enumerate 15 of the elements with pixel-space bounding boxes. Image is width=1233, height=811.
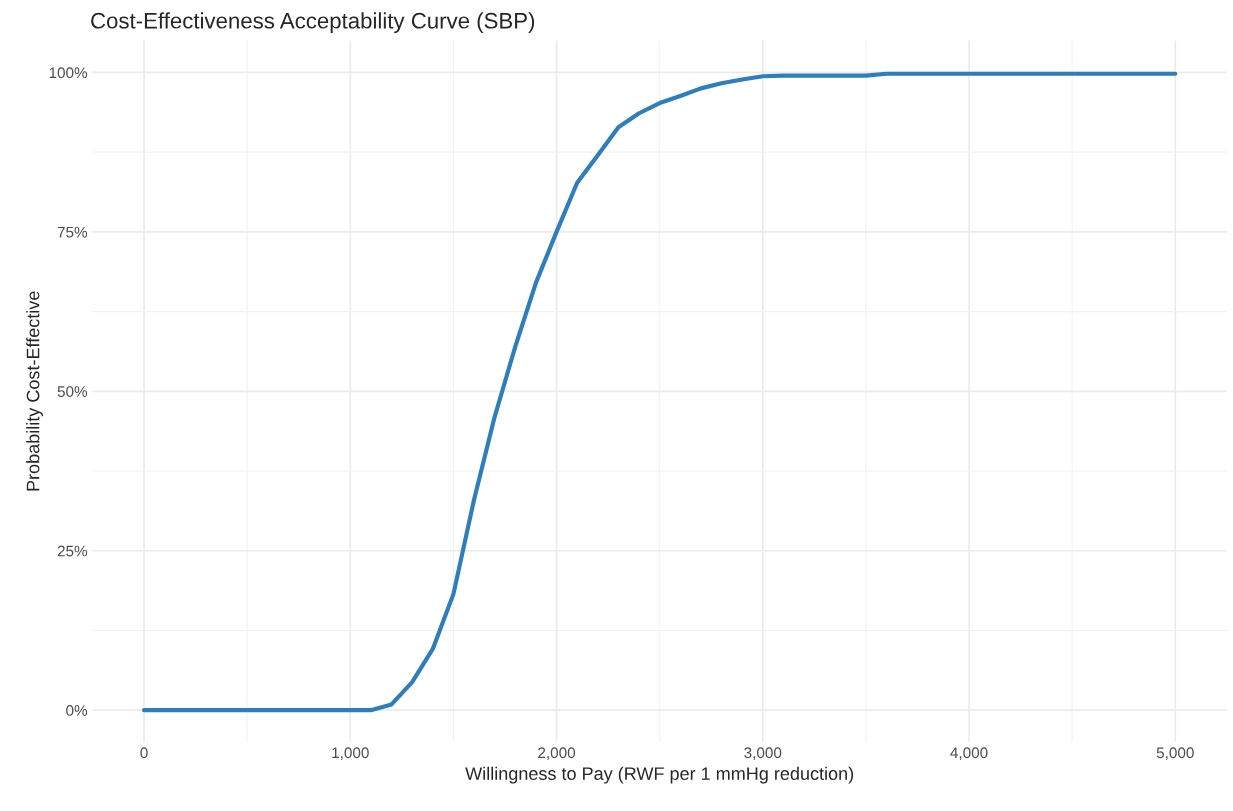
y-tick-label: 25% — [57, 545, 88, 557]
line-series — [141, 71, 1178, 713]
x-axis-title: Willingness to Pay (RWF per 1 mmHg reduction) — [465, 766, 854, 784]
y-tick-label: 50% — [57, 386, 88, 397]
x-tick-label: 3,000 — [744, 747, 782, 760]
chart-title: Cost-Effectiveness Acceptability Curve (SBP) — [91, 12, 535, 33]
y-tick-label: 75% — [57, 226, 88, 238]
x-tick-label: 1,000 — [332, 747, 369, 760]
x-tick-label: 2,000 — [538, 747, 576, 760]
y-axis-title: Probability Cost-Effective — [26, 291, 43, 491]
x-tick-label: 5,000 — [1156, 747, 1194, 760]
y-tick-label: 100% — [49, 67, 88, 79]
x-tick-label: 4,000 — [950, 747, 988, 760]
x-tick-label: 0 — [140, 747, 148, 759]
y-tick-label: 0% — [66, 705, 88, 716]
